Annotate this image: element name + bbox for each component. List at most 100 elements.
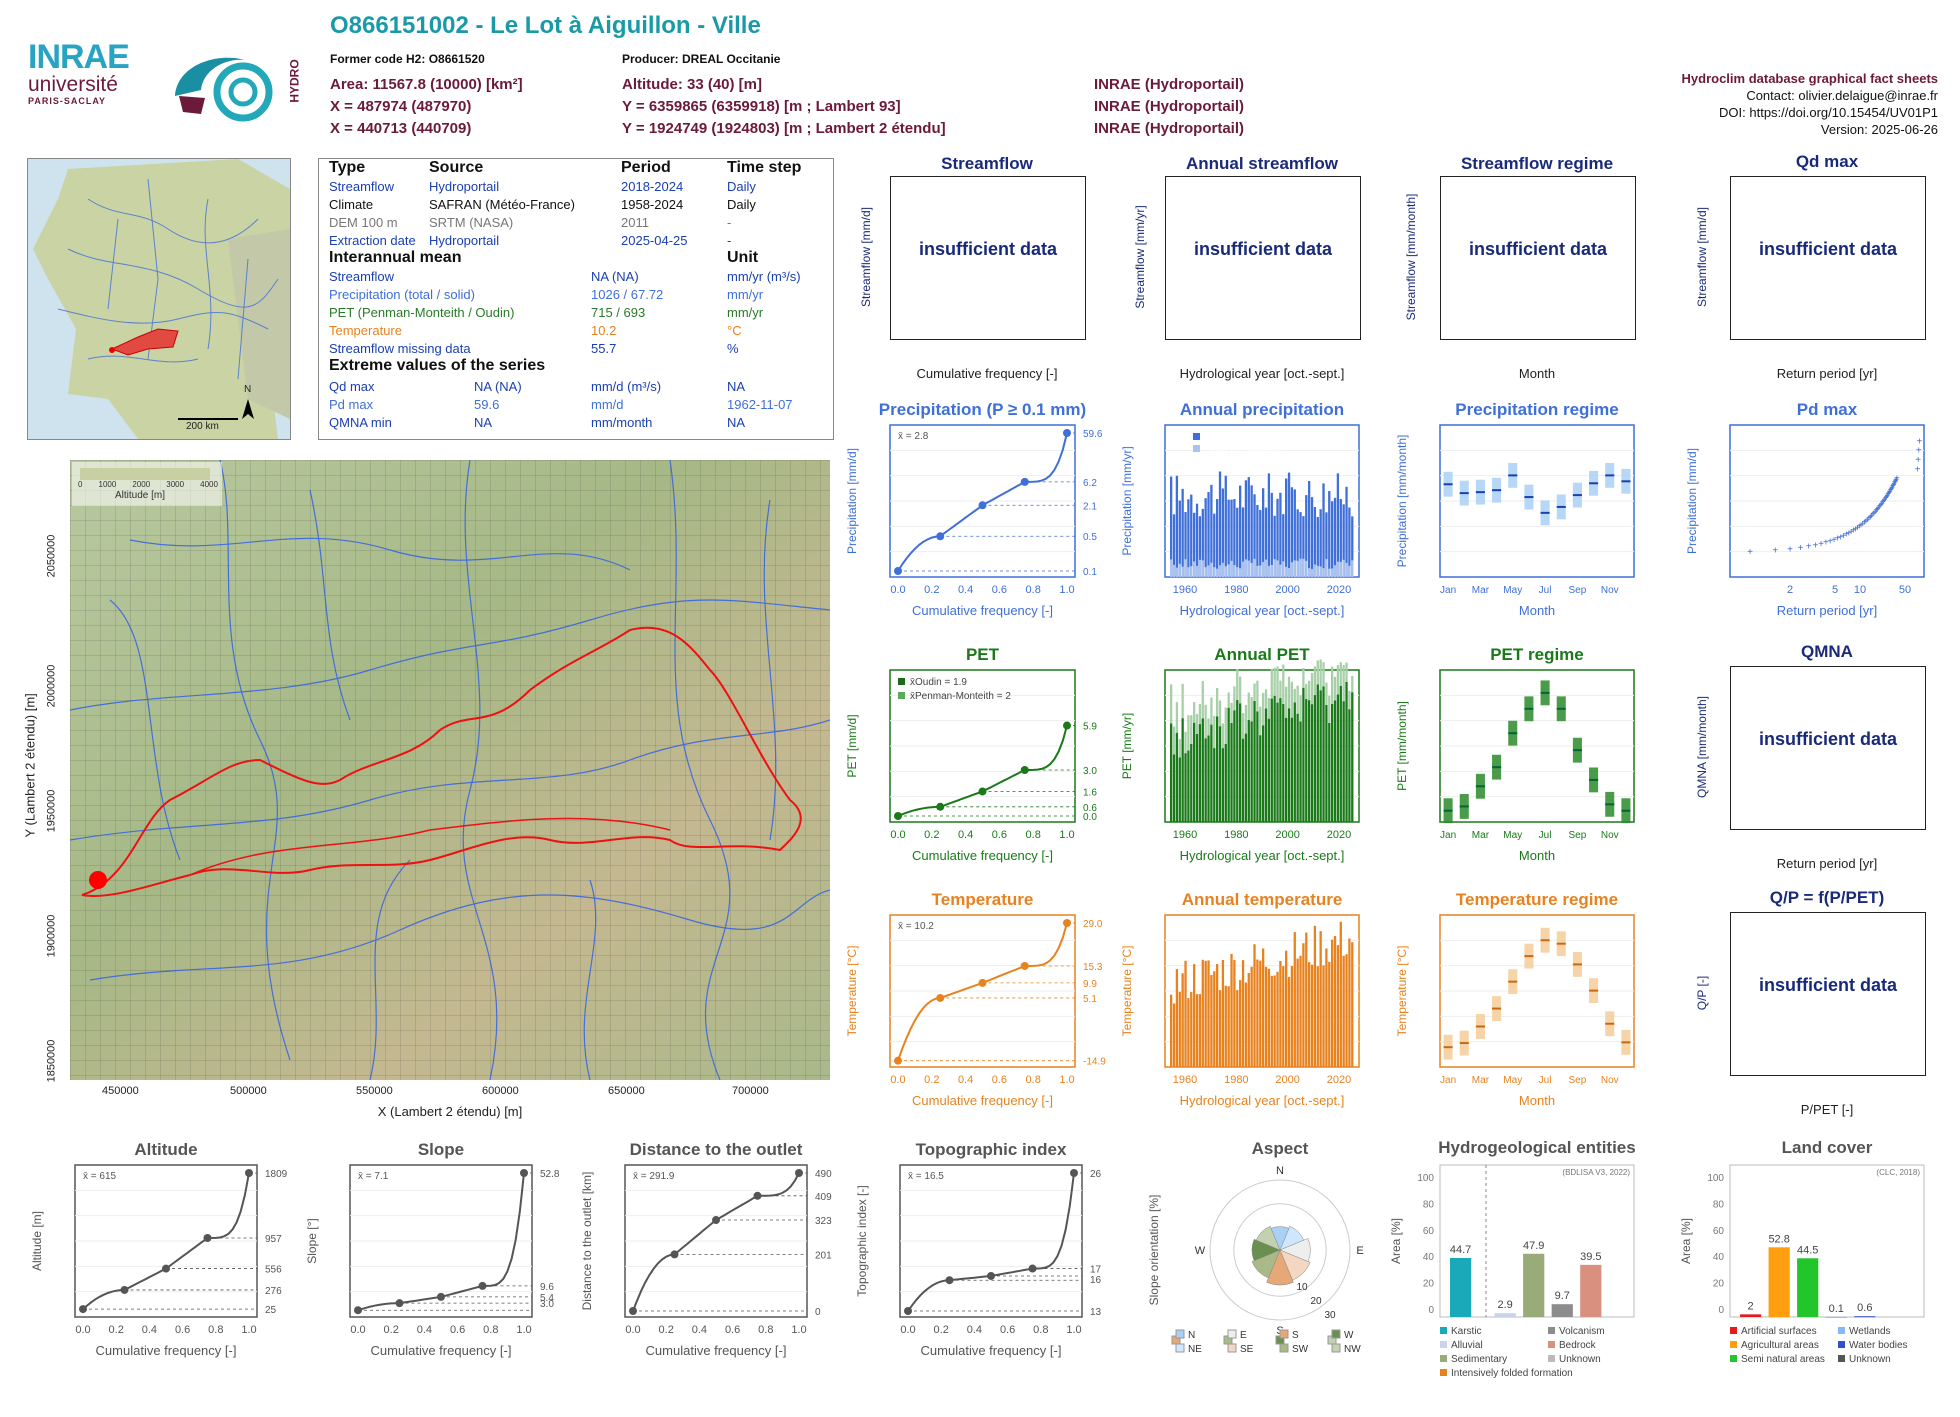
row-type: Streamflow [329, 179, 395, 194]
legend-tick: 4000 [200, 480, 218, 489]
annual-bar-secondary [1244, 704, 1248, 734]
precip_regime-chart: Jan Mar May Jul Sep Nov Precipitation regime Mo… [1395, 400, 1635, 618]
annual-bar [1285, 950, 1288, 1067]
annual-bar-secondary [1224, 566, 1227, 577]
annual-bar [1213, 748, 1216, 822]
data-point: + [1893, 476, 1899, 487]
annual-bar [1259, 735, 1262, 822]
data-point: + [1878, 500, 1884, 511]
category-bar [1768, 1247, 1790, 1317]
mean-value: 10.2 [591, 323, 617, 338]
annual-bar [1195, 503, 1199, 577]
annual-bar [1250, 966, 1253, 1067]
annual-bar [1193, 512, 1196, 577]
annual-bar [1345, 681, 1348, 822]
x-tick-label: Nov [1601, 1075, 1619, 1086]
y-axis-label: Slope [°] [305, 1218, 319, 1264]
annual-bar-secondary [1267, 697, 1271, 719]
data-point: + [1875, 504, 1881, 515]
annual-bar [1216, 716, 1219, 822]
annual-bar-secondary [1287, 676, 1291, 709]
annual-bar [1270, 698, 1273, 822]
x-tick-label: 1.0 [1059, 584, 1074, 596]
right-tick-label: 0 [815, 1307, 821, 1318]
x-tick-label: 0.6 [992, 829, 1007, 841]
y-tick-label: 100 [1707, 1173, 1724, 1184]
annual-bar [1293, 702, 1296, 822]
annual-bar [1310, 704, 1314, 822]
annual-bar [1279, 698, 1282, 822]
x-tick-label: 0.0 [900, 1324, 915, 1336]
legend-label: Water bodies [1849, 1340, 1908, 1351]
data-point: + [1861, 518, 1867, 529]
annual-bar-secondary [1187, 715, 1190, 751]
x-axis-label: Return period [yr] [1777, 603, 1877, 618]
chart-title: Distance to the outlet [630, 1140, 803, 1159]
annual-bar-secondary [1270, 564, 1273, 577]
pet_regime-chart-plot: Jan Mar May Jul Sep Nov [1439, 669, 1635, 841]
x-tick-label: Jan [1440, 830, 1456, 841]
legend-swatch [1440, 1327, 1447, 1334]
ext-date: 1962-11-07 [727, 397, 793, 412]
annual-bar-secondary [1233, 686, 1236, 711]
legend-swatch [898, 678, 905, 685]
x-tick-label: 50 [1899, 584, 1911, 596]
annual-bar [1276, 498, 1279, 577]
data-point: + [1893, 475, 1899, 486]
quantile-point [629, 1307, 637, 1315]
annual-bar [1207, 492, 1210, 577]
annual-bar [1170, 476, 1173, 577]
x-tick-label: 1960 [1173, 584, 1197, 596]
mean-value: 1026 / 67.72 [591, 287, 664, 302]
precip_dist-chart: 59.6 6.2 2.1 0.5 0.1 0.0 0.2 0.4 0.6 0.8 1.0 x̄ = 2… [845, 400, 1103, 618]
annual-bar-secondary [1299, 558, 1302, 577]
right-tick-label: 29.0 [1083, 919, 1103, 930]
contact[interactable]: Contact: olivier.delaigue@inrae.fr [1746, 88, 1938, 103]
annual-streamflow-title: Annual streamflow [1185, 154, 1339, 173]
quantile-point [1070, 1169, 1078, 1177]
data-point: + [1888, 484, 1894, 495]
annual-bar-secondary [1250, 562, 1253, 577]
annual-bar [1207, 735, 1210, 822]
annual-bar [1175, 475, 1179, 577]
insufficient-data-label: insufficient data [1758, 975, 1897, 995]
annual-bar [1250, 485, 1253, 577]
data-point: + [1787, 544, 1793, 555]
ext-unit: mm/d [591, 397, 624, 412]
category-bar [1551, 1304, 1573, 1317]
legend-label: Artificial surfaces [1741, 1326, 1817, 1337]
doi-link[interactable]: DOI: https://doi.org/10.15454/UV01P1 [1719, 105, 1938, 120]
right-tick-label: 17 [1090, 1265, 1102, 1276]
annual-bar-secondary [1175, 702, 1179, 733]
aspect-slice [1266, 1249, 1294, 1286]
data-point: + [1838, 532, 1844, 543]
annual-bar-secondary [1262, 561, 1265, 577]
legend-label: S [1292, 1330, 1299, 1341]
annual-bar-secondary [1308, 568, 1311, 577]
annual-bar-secondary [1319, 659, 1322, 691]
insufficient-data-label: insufficient data [1468, 239, 1607, 259]
annual-bar-secondary [1218, 700, 1222, 727]
annual-bar-secondary [1233, 564, 1236, 577]
legend-swatch [1440, 1355, 1447, 1362]
th-period: Period [621, 159, 671, 176]
source-note: (BDLISA V3, 2022) [1562, 1168, 1630, 1177]
x-tick-label: Jan [1440, 1075, 1456, 1086]
ring-tick: 30 [1324, 1310, 1336, 1321]
annual-bar [1178, 500, 1181, 577]
x-tick-label: 5 [1832, 584, 1838, 596]
annual_precip-chart: 1960 1980 2000 2020 Total precipitationSolid… [1120, 400, 1360, 618]
mean-label: PET (Penman-Monteith / Oudin) [329, 305, 515, 320]
annual-bar-secondary [1348, 690, 1351, 710]
slope-chart-plot: 52.8 9.65.43.0 0.0 0.2 0.4 0.6 0.8 1.0 x̄ = 7.1 [349, 1164, 560, 1336]
annual-bar [1331, 501, 1334, 577]
x-tick-label: 0.8 [208, 1324, 223, 1336]
annual-bar-secondary [1170, 684, 1173, 724]
annual-bar [1201, 508, 1204, 577]
qp-title: Q/P = f(P/PET) [1769, 888, 1885, 907]
annual-bar-secondary [1193, 702, 1196, 723]
x-tick-label: Mar [1472, 830, 1490, 841]
legend-swatch [1838, 1341, 1845, 1348]
right-tick-label: 0.1 [1083, 567, 1097, 578]
legend-label: Intensively folded formation [1451, 1368, 1573, 1379]
